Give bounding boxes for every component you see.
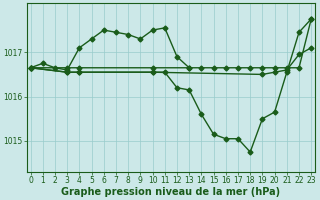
X-axis label: Graphe pression niveau de la mer (hPa): Graphe pression niveau de la mer (hPa) — [61, 187, 280, 197]
